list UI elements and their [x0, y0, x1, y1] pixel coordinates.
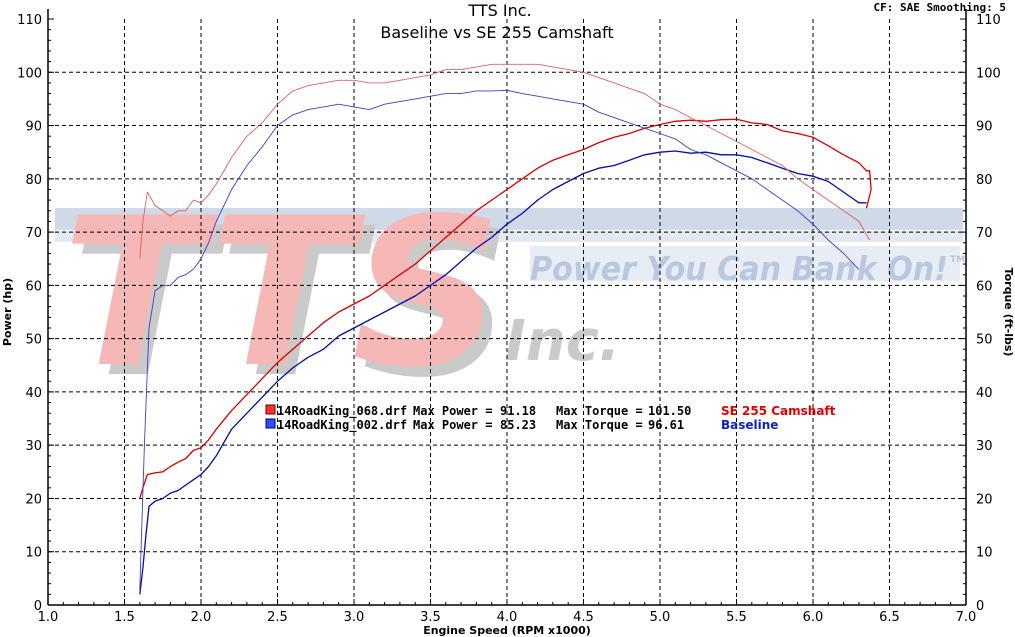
y-right-tick-label-0: 0 — [976, 599, 984, 614]
y-left-tick-label-7: 70 — [25, 226, 42, 241]
legend-name-2: Baseline — [721, 418, 778, 432]
y-left-tick-label-6: 60 — [25, 279, 42, 294]
legend-torque-label-1: Max Torque = — [556, 404, 643, 418]
x-tick-label-4: 3.0 — [344, 610, 365, 625]
y-right-tick-label-6: 60 — [976, 279, 993, 294]
x-axis-label: Engine Speed (RPM x1000) — [423, 624, 591, 637]
x-tick-label-1: 1.5 — [114, 610, 135, 625]
tts-watermark: TTS TTS Inc. Power You Can Bank On! TM — [55, 175, 965, 423]
x-tick-label-5: 3.5 — [420, 610, 441, 625]
y-left-tick-label-5: 50 — [25, 333, 42, 348]
x-tick-label-7: 4.5 — [573, 610, 594, 625]
legend-max-torque-1: 101.50 — [648, 404, 691, 418]
x-tick-label-9: 5.5 — [726, 610, 747, 625]
legend-power-label-2: Max Power = — [413, 418, 492, 432]
watermark-sub: Inc. — [505, 309, 620, 374]
x-tick-label-2: 2.0 — [191, 610, 212, 625]
legend-max-power-1: 91.18 — [500, 404, 536, 418]
series-line-se255-torque — [139, 63, 870, 259]
series-line-baseline-torque — [139, 89, 860, 590]
y-left-tick-label-3: 30 — [25, 439, 42, 454]
y-right-tick-label-1: 10 — [976, 546, 993, 561]
x-tick-label-8: 5.0 — [650, 610, 671, 625]
y-left-tick-label-2: 20 — [25, 492, 42, 507]
y-left-tick-label-4: 40 — [25, 386, 42, 401]
y-right-tick-label-7: 70 — [976, 226, 993, 241]
y-right-tick-label-2: 20 — [976, 492, 993, 507]
watermark-main: TTS — [62, 175, 502, 413]
legend-max-power-2: 85.23 — [500, 418, 536, 432]
y-right-tick-label-8: 80 — [976, 173, 993, 188]
y-left-tick-label-9: 90 — [25, 120, 42, 135]
y-left-tick-label-1: 10 — [25, 546, 42, 561]
watermark-slogan: Power You Can Bank On! — [530, 249, 948, 288]
chart-subtitle: Baseline vs SE 255 Camshaft — [380, 23, 613, 42]
x-tick-label-6: 4.0 — [497, 610, 518, 625]
y-right-tick-label-3: 30 — [976, 439, 993, 454]
axes: 1.0 1.5 2.0 2.5 3.0 3.5 4.0 4.5 5.0 5.5 6.0 6.5 7.00… — [17, 9, 1001, 625]
legend-name-1: SE 255 Camshaft — [721, 404, 836, 418]
x-tick-label-12: 7.0 — [956, 610, 977, 625]
series-line-baseline-power — [139, 150, 867, 595]
y-left-tick-label-0: 0 — [34, 599, 42, 614]
watermark-band-bot — [530, 246, 960, 281]
y-right-tick-label-5: 50 — [976, 333, 993, 348]
y-right-tick-label-4: 40 — [976, 386, 993, 401]
y-axis-label: Power (hp) — [1, 278, 14, 346]
legend-max-torque-2: 96.61 — [648, 418, 684, 432]
y-left-tick-label-11: 110 — [17, 13, 42, 28]
series-line-se255-power — [139, 118, 872, 499]
y-right-tick-label-10: 100 — [976, 66, 1001, 81]
watermark-main-shadow: TTS — [72, 185, 512, 423]
legend: 14RoadKing_068.drf Max Power = 91.18 Max… — [265, 404, 836, 433]
y-left-tick-label-8: 80 — [25, 173, 42, 188]
y2-axis-label: Torque (ft-lbs) — [1002, 268, 1015, 357]
y-right-tick-label-9: 90 — [976, 120, 993, 135]
legend-torque-label-2: Max Torque = — [556, 418, 643, 432]
x-tick-label-3: 2.5 — [267, 610, 288, 625]
x-tick-label-10: 6.0 — [803, 610, 824, 625]
grid-lines — [48, 19, 966, 605]
x-tick-label-0: 1.0 — [38, 610, 59, 625]
legend-swatch-red — [265, 404, 276, 415]
series-layer — [139, 63, 872, 595]
legend-file-1: 14RoadKing_068.drf — [277, 404, 407, 419]
chart-title: TTS Inc. — [467, 1, 531, 20]
x-tick-label-11: 6.5 — [879, 610, 900, 625]
y-left-tick-label-10: 100 — [17, 66, 42, 81]
legend-file-2: 14RoadKing_002.drf — [277, 418, 407, 433]
legend-swatch-blue — [265, 418, 276, 429]
watermark-tm: TM — [950, 255, 965, 265]
legend-power-label-1: Max Power = — [413, 404, 492, 418]
watermark-band-mid — [55, 231, 963, 242]
y-right-tick-label-11: 110 — [976, 13, 1001, 28]
settings-label: CF: SAE Smoothing: 5 — [874, 1, 1006, 14]
